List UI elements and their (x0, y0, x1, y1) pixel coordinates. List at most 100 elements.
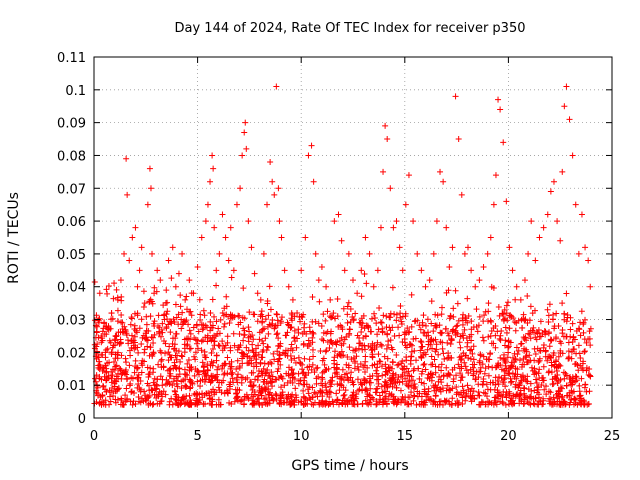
data-point (422, 366, 429, 373)
data-point (182, 400, 189, 407)
data-point (329, 374, 336, 381)
data-point (557, 384, 564, 391)
data-point (461, 359, 468, 366)
data-point (353, 346, 360, 353)
data-point (272, 376, 279, 383)
data-point (582, 316, 589, 323)
data-point (395, 361, 402, 368)
data-point (128, 332, 135, 339)
data-point (421, 386, 428, 393)
data-point (255, 368, 262, 375)
data-point (366, 373, 373, 380)
data-point (109, 372, 116, 379)
data-point (438, 361, 445, 368)
data-point (545, 319, 552, 326)
data-point (304, 386, 311, 393)
data-point (534, 401, 541, 408)
data-point (540, 395, 547, 402)
data-point (198, 338, 205, 345)
data-point (123, 359, 130, 366)
data-point (437, 168, 444, 175)
data-point (506, 388, 513, 395)
data-point (142, 330, 149, 337)
data-point (397, 310, 404, 317)
data-point (123, 155, 130, 162)
data-point (259, 319, 266, 326)
data-point (485, 308, 492, 315)
data-point (432, 392, 439, 399)
data-point (309, 384, 316, 391)
data-point (503, 302, 510, 309)
data-point (421, 399, 428, 406)
data-point (422, 283, 429, 290)
data-point (271, 191, 278, 198)
data-points (92, 83, 594, 382)
data-point (492, 172, 499, 179)
data-point (459, 330, 466, 337)
data-point (124, 375, 131, 382)
data-point (457, 344, 464, 351)
data-point (319, 374, 326, 381)
data-point (354, 401, 361, 408)
data-point (105, 283, 112, 290)
data-point (136, 267, 143, 274)
data-point (175, 321, 182, 328)
data-point (269, 378, 276, 385)
data-point (103, 388, 110, 395)
data-point (528, 218, 535, 225)
data-point (545, 353, 552, 360)
data-point (346, 344, 353, 351)
data-point (288, 315, 295, 322)
data-point (377, 358, 384, 365)
data-point (379, 389, 386, 396)
data-point (388, 391, 395, 398)
data-point (188, 312, 195, 319)
data-point (253, 356, 260, 363)
data-point (166, 318, 173, 325)
data-point (241, 315, 248, 322)
data-point (151, 290, 158, 297)
data-point (249, 341, 256, 348)
data-point (554, 390, 561, 397)
data-point (334, 397, 341, 404)
data-point (577, 355, 584, 362)
data-point (207, 178, 214, 185)
data-point (178, 325, 185, 332)
data-point (480, 389, 487, 396)
data-point (350, 277, 356, 284)
data-point (488, 318, 495, 325)
data-point (382, 122, 389, 129)
data-point (445, 332, 452, 339)
data-point (230, 330, 237, 337)
data-point (492, 399, 499, 406)
data-point (186, 376, 193, 383)
data-point (187, 396, 194, 403)
data-point (176, 371, 183, 378)
data-point (438, 311, 445, 318)
data-point (453, 372, 460, 379)
data-point (369, 353, 376, 360)
data-point (157, 277, 164, 284)
data-point (460, 311, 467, 318)
data-point (361, 369, 368, 376)
data-point (309, 329, 316, 336)
data-point (358, 293, 365, 300)
data-point (168, 319, 175, 326)
data-point (261, 325, 268, 332)
data-point (502, 324, 509, 331)
data-point (559, 350, 566, 357)
data-point (186, 385, 193, 392)
data-point (135, 393, 142, 400)
data-point (381, 382, 388, 389)
data-point (479, 334, 486, 341)
data-point (299, 366, 306, 373)
data-point (547, 188, 554, 195)
data-point (141, 300, 148, 307)
data-point (465, 370, 472, 377)
data-point (521, 277, 528, 284)
data-point (100, 365, 107, 372)
data-point (134, 283, 141, 290)
data-point (503, 310, 510, 317)
data-point (98, 351, 105, 358)
data-point (448, 354, 455, 361)
